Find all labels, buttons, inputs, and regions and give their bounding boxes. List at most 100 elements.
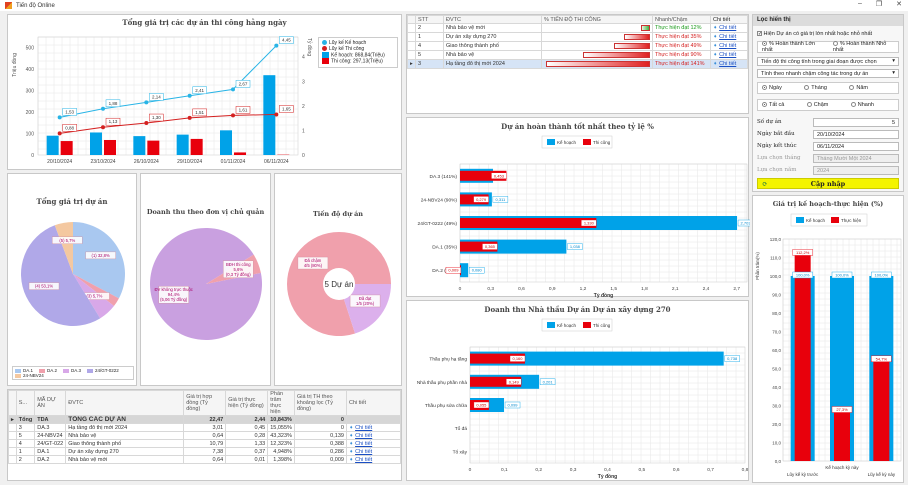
col-header[interactable]: S... [15,390,36,416]
col-header[interactable]: ĐVTC [443,15,542,24]
data-label-box [105,117,121,126]
show-extreme-checkbox[interactable]: ✓ Hiện Dự án có giá trị lớn nhất hoặc nh… [757,31,873,38]
slice-label: (0,3 Tỷ đồng) [226,272,251,277]
detail-link[interactable]: Chi tiết [355,432,373,439]
data-label-box [831,271,853,279]
table-row-total[interactable]: ▸ Tổng TDA TỔNG CÁC DỰ ÁN 22,47 2,44 10,… [8,415,401,424]
data-label: 0,88 [65,125,74,130]
table-row[interactable]: 5 Nhà bảo vệ Thực hiện đạt 90% ➧ Chi tiế… [407,50,748,60]
update-button[interactable]: ⟳ Cập nhập [757,178,899,189]
slice-label-box [28,282,60,290]
table-row[interactable]: 3 DA.3 Hạ tầng đô thị mới 2024 3,01 0,45 15,0… [8,423,401,432]
col-header[interactable]: Giá trị hợp đồng (Tỷ đồng) [183,390,227,416]
col-header[interactable]: Nhanh/Chậm [652,15,711,24]
table-row[interactable]: 2 DA.2 Nhà bảo vệ mới 0,64 0,01 1,398% 0,009 ➧ … [8,455,401,464]
col-header[interactable]: ĐVTC [65,390,185,416]
daily-value-chart-panel: Tổng giá trị các dự án thi công hằng ngà… [7,14,402,170]
table-row[interactable]: 1 Dự án xây dựng 270 Thực hiện đạt 35% ➧… [407,32,748,42]
detail-link[interactable]: Chi tiết [719,52,737,58]
data-label-box [492,196,509,203]
slice-label-box [297,256,329,270]
legend-label: Thi công [593,323,611,328]
chart-title: Tổng giá trị các dự án thi công hằng ngà… [122,18,287,27]
table-row[interactable]: 4 Giao thông thành phố Thực hiện đạt 49%… [407,41,748,51]
speed-mode-dropdown[interactable]: Tính theo nhanh chậm công tác trong dự á… [757,69,899,78]
col-header[interactable]: Giá trị thực hiện (Tỷ đồng) [225,390,269,416]
plan-bar [470,351,724,366]
col-header[interactable]: Giá trị TH theo khoảng lọc (Tỷ đồng) [293,390,347,416]
table-row[interactable]: 1 DA.1 Dự án xây dựng 270 7,38 0,37 4,948% 0,2… [8,447,401,456]
col-header[interactable]: Chi tiết [710,15,748,24]
radio-fast[interactable]: Nhanh [850,102,874,108]
stt-cell: 5 [415,50,444,60]
legend-label: Kế hoạch [557,140,577,145]
cumulative-plan-point [57,115,62,120]
cumulative-actual-point [187,115,192,120]
maximize-button[interactable]: ❐ [875,1,883,8]
month-picker[interactable]: Tháng Mười Một 2024 [813,154,899,163]
data-label-box [792,249,813,256]
data-label: 100,0% [835,273,849,278]
x-tick-label: Lũy kế kỳ này [868,472,896,477]
col-header[interactable]: Chi tiết [345,390,401,416]
actual-bar [234,152,246,155]
x-tick-label: 0 [459,286,462,292]
x-tick-label: 2,7 [733,286,740,292]
col-header[interactable]: MÃ DỰ ÁN [34,390,67,416]
data-label: 2,41 [195,88,204,93]
detail-link[interactable]: Chi tiết [719,43,737,49]
status-cell: Thực hiện đạt 141% [652,59,711,69]
detail-link[interactable]: Chi tiết [355,424,373,431]
close-button[interactable]: ✕ [896,1,902,8]
detail-link[interactable]: Chi tiết [355,456,373,463]
radio-month[interactable]: Tháng [804,85,827,91]
chart-title: Giá trị kế hoạch-thực hiện (%) [772,200,884,208]
end-date-picker[interactable]: 06/11/2024 [813,142,899,151]
best-completion-chart-panel: Dự án hoàn thành tốt nhất theo tỷ lệ % K… [406,117,750,298]
table-row[interactable]: 4 24/GT-022 Giao thông thành phố 10,79 1,33 1… [8,439,401,448]
best-completion-chart: Kế hoạch Thi công DA.3 (141%) 0,453 24-NBV24… [418,135,750,298]
table-row[interactable]: ▸ 3 Hạ tầng đô thị mới 2024 Thực hiện đạ… [407,59,748,69]
radio-year[interactable]: Năm [849,85,868,91]
detail-link[interactable]: Chi tiết [355,440,373,447]
project-count-spinner[interactable]: 5 [813,118,899,127]
x-tick-label: 0,7 [707,467,714,473]
col-header[interactable]: % TIẾN ĐỘ THI CÔNG [541,15,653,24]
cumulative-actual-point [144,121,149,126]
radio-day[interactable]: Ngày [762,85,782,91]
contractor-revenue-chart-panel: Doanh thu Nhà thầu Dự án Dự án xây dựng … [406,300,749,481]
legend-item: DA.2 [39,368,57,373]
y-tick-label: Thầu phụ sửa chữa [425,402,467,409]
revenue-by-unit-pie-panel: Doanh thu theo đơn vị chủ quản ĐV không … [140,173,271,386]
data-label-box [279,105,294,113]
radio-min-completion[interactable]: % Hoàn thành Nhỏ nhất [832,41,887,53]
y-tick-label: 110,0 [770,256,781,261]
start-date-picker[interactable]: 20/10/2024 [813,130,899,139]
year-picker[interactable]: 2024 [813,166,899,175]
project-value-pie-panel: Tổng giá trị dự án (1) 32,8% (3) 5,7% (4) … [7,173,137,386]
detail-link[interactable]: Chi tiết [719,61,737,67]
detail-link[interactable]: Chi tiết [719,34,737,40]
table-row[interactable]: 2 Nhà bảo vệ mới Thực hiện đạt 12% ➧ Chi… [407,23,748,33]
arrow-right-icon: ➧ [713,43,718,49]
table-row[interactable]: 5 24-NBV24 Nhà bảo vệ 0,64 0,28 43,323% 0,139 ➧… [8,431,401,440]
y2-tick-label: 3 [302,79,305,85]
radio-all[interactable]: Tất cả [762,102,784,108]
cumulative-plan-point [144,100,149,105]
legend-item: 24/GT-0222 [87,368,119,373]
detail-link[interactable]: Chi tiết [719,25,737,31]
col-header[interactable]: STT [415,15,444,24]
minimize-button[interactable]: – [857,0,862,7]
radio-slow[interactable]: Chậm [806,102,828,108]
col-header[interactable]: Phần trăm thực hiện [267,390,295,416]
data-label-box [871,355,892,363]
data-label-box [62,124,77,132]
y2-tick-label: 2 [302,104,305,110]
legend-item: Lũy kế Thi công [322,46,394,52]
progress-bar [613,43,650,49]
progress-mode-dropdown[interactable]: Tiến độ thi công tính trong giai đoạn đư… [757,57,899,66]
radio-max-completion[interactable]: % Hoàn thành Lớn nhất [762,41,816,53]
detail-link[interactable]: Chi tiết [355,448,373,455]
x-tick-label: 1,5 [610,286,617,292]
progress-bar [624,34,650,40]
